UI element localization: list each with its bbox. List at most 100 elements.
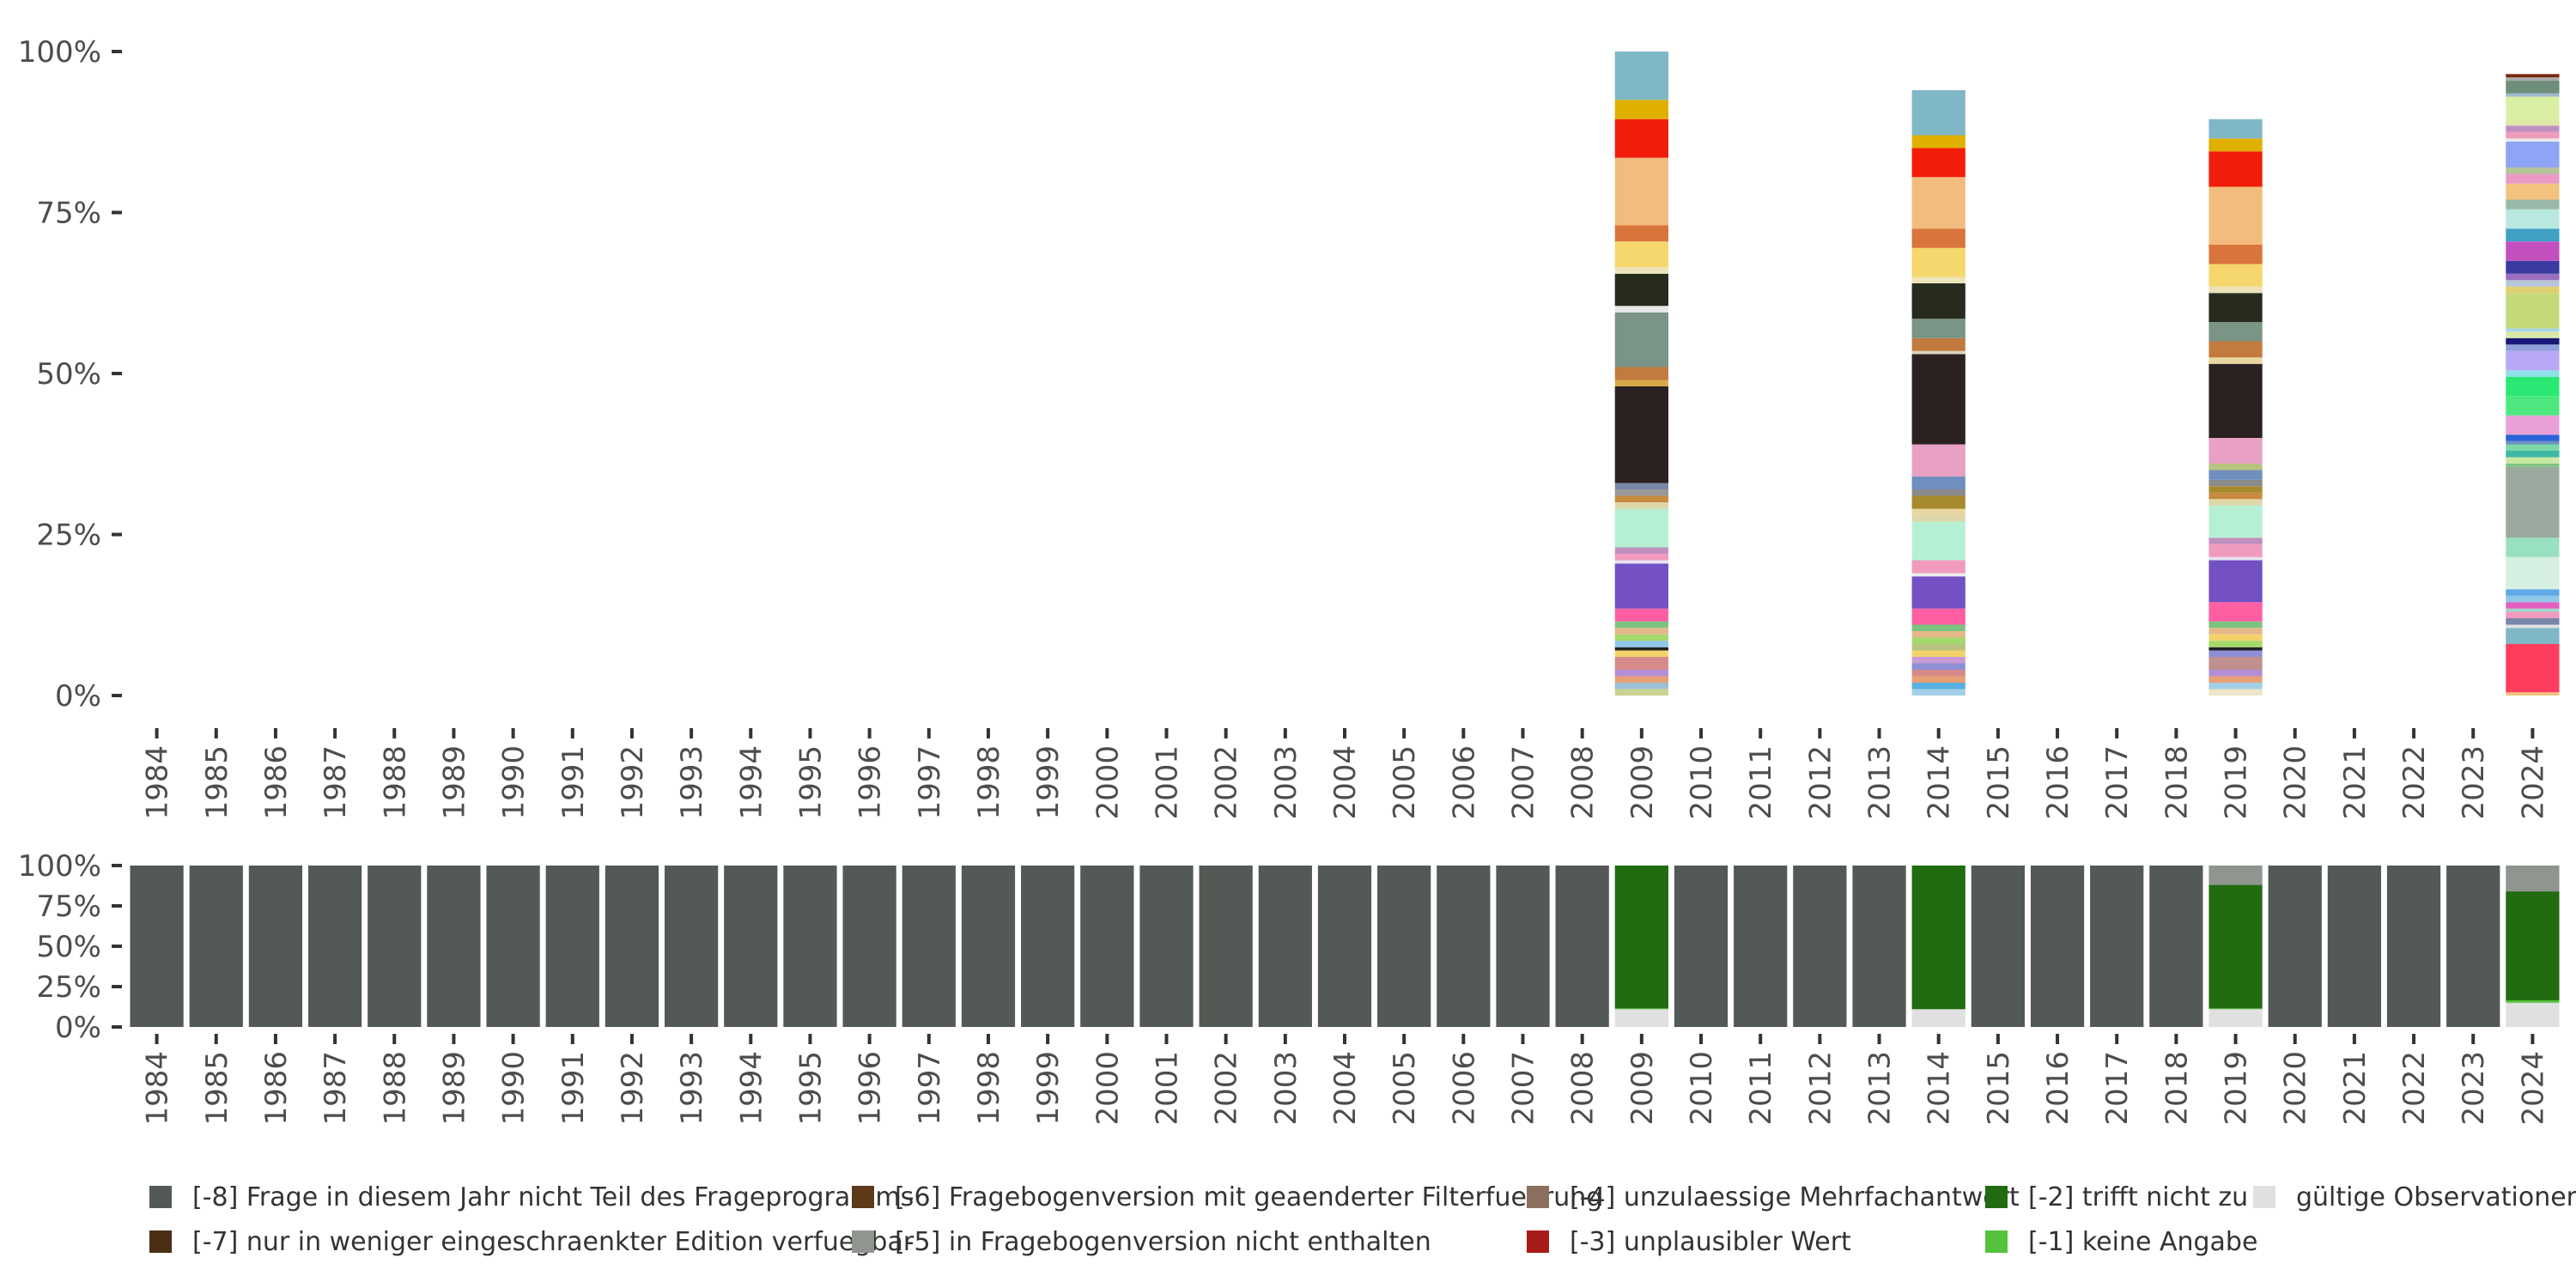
bottom-bar-2005-series-4 — [1377, 866, 1431, 1027]
top-x-tick-label: 2023 — [2457, 745, 2491, 820]
top-bar-segment-2009-3 — [1614, 670, 1668, 677]
bottom-bar-2003-series-4 — [1258, 866, 1312, 1027]
top-y-tick-label: 25% — [36, 519, 101, 553]
bottom-x-tick-label: 2009 — [1625, 1051, 1660, 1126]
top-x-tick-label: 2000 — [1091, 745, 1125, 820]
top-bar-segment-2024-11 — [2506, 538, 2560, 557]
top-x-tick-label: 1986 — [259, 745, 294, 820]
top-x-tick-label: 2003 — [1269, 745, 1303, 820]
bottom-bar-2009-series-0 — [1614, 1009, 1668, 1027]
top-bar-segment-2014-0 — [1911, 689, 1965, 696]
top-bar-segment-2024-32 — [2506, 260, 2560, 274]
top-bar-segment-2014-1 — [1911, 683, 1965, 690]
top-bar-segment-2024-30 — [2506, 280, 2560, 287]
legend-swatch — [852, 1230, 874, 1253]
bottom-x-tick-label: 1985 — [200, 1051, 234, 1126]
top-bar-segment-2019-20 — [2208, 479, 2263, 487]
top-bar-segment-2019-29 — [2208, 286, 2263, 294]
top-bar-segment-2014-8 — [1911, 637, 1965, 644]
top-bar-segment-2019-24 — [2208, 363, 2263, 438]
top-bar-segment-2009-9 — [1614, 628, 1668, 635]
top-bar-segment-2024-24 — [2506, 344, 2560, 351]
legend-swatch — [852, 1186, 874, 1208]
bottom-x-tick-label: 1996 — [854, 1051, 888, 1126]
top-bar-segment-2024-34 — [2506, 228, 2560, 242]
top-bar-segment-2009-29 — [1614, 225, 1668, 242]
top-bar-segment-2019-30 — [2208, 264, 2263, 287]
top-x-tick-label: 1992 — [616, 745, 650, 820]
top-bar-segment-2014-24 — [1911, 337, 1965, 351]
top-bar-segment-2019-13 — [2208, 556, 2263, 561]
top-x-tick-label: 1996 — [854, 745, 888, 820]
legend-label: [-7] nur in weniger eingeschraenkter Edi… — [192, 1227, 914, 1257]
bottom-bar-2015-series-4 — [1971, 866, 2026, 1027]
top-x-tick-label: 2011 — [1744, 745, 1778, 820]
bottom-bar-2011-series-4 — [1734, 866, 1788, 1027]
top-x-tick-label: 1990 — [497, 745, 532, 820]
bottom-x-tick-label: 1984 — [141, 1051, 175, 1126]
bottom-x-tick-label: 2011 — [1744, 1051, 1778, 1126]
top-bar-segment-2024-0 — [2506, 692, 2560, 696]
top-bar-segment-2019-11 — [2208, 602, 2263, 622]
top-bar-segment-2009-31 — [1614, 118, 1668, 158]
bottom-bar-1994-series-4 — [724, 866, 778, 1027]
top-bar-segment-2019-6 — [2208, 647, 2263, 651]
legend-label: [-2] trifft nicht zu — [2028, 1182, 2248, 1212]
top-bar-segment-2024-3 — [2506, 624, 2560, 629]
bottom-x-tick-label: 2014 — [1923, 1051, 1957, 1126]
top-bar-segment-2009-25 — [1614, 306, 1668, 313]
top-bar-segment-2024-7 — [2506, 602, 2560, 609]
top-x-tick-label: 2006 — [1447, 745, 1481, 820]
top-bar-segment-2024-1 — [2506, 644, 2560, 693]
top-bar-segment-2009-23 — [1614, 367, 1668, 380]
bottom-x-tick-label: 2006 — [1447, 1051, 1481, 1126]
bottom-x-tick-label: 2020 — [2279, 1051, 2313, 1126]
top-bar-segment-2024-33 — [2506, 241, 2560, 261]
bottom-bar-2010-series-4 — [1674, 866, 1728, 1027]
bottom-x-tick-label: 2002 — [1210, 1051, 1244, 1126]
top-bar-segment-2014-33 — [1911, 90, 1965, 136]
bottom-x-tick-label: 1990 — [497, 1051, 532, 1126]
top-bar-segment-2019-14 — [2208, 544, 2263, 557]
top-bar-segment-2019-21 — [2208, 470, 2263, 480]
top-bar-segment-2024-48 — [2506, 77, 2560, 81]
legend-label: [-3] unplausibler Wert — [1570, 1227, 1851, 1257]
top-bar-segment-2019-32 — [2208, 186, 2263, 245]
bottom-bar-1986-series-4 — [248, 866, 303, 1027]
top-bar-segment-2009-17 — [1614, 502, 1668, 509]
top-bar-segment-2014-32 — [1911, 135, 1965, 149]
top-bar-segment-2009-4 — [1614, 657, 1668, 670]
top-bar-segment-2024-44 — [2506, 118, 2560, 126]
top-bar-segment-2014-23 — [1911, 350, 1965, 355]
bottom-x-tick-label: 1999 — [1031, 1051, 1066, 1126]
top-bar-segment-2024-36 — [2506, 199, 2560, 210]
top-x-tick-label: 1987 — [319, 745, 353, 820]
top-bar-segment-2014-13 — [1911, 573, 1965, 577]
top-x-tick-label: 2014 — [1923, 745, 1957, 820]
bottom-y-tick-label: 25% — [36, 970, 101, 1005]
bottom-x-tick-label: 1989 — [437, 1051, 471, 1126]
top-bar-segment-2014-9 — [1911, 631, 1965, 638]
bottom-x-tick-label: 1992 — [616, 1051, 650, 1126]
bottom-x-tick-label: 2010 — [1685, 1051, 1719, 1126]
bottom-bar-1990-series-4 — [486, 866, 540, 1027]
top-bar-segment-2019-3 — [2208, 670, 2263, 677]
legend-label: gültige Observationen — [2296, 1182, 2576, 1212]
top-bar-segment-2014-10 — [1911, 624, 1965, 631]
top-bar-segment-2024-35 — [2506, 209, 2560, 229]
bottom-x-tick-label: 2018 — [2160, 1051, 2194, 1126]
top-bar-segment-2019-25 — [2208, 357, 2263, 364]
bottom-bar-2018-series-4 — [2149, 866, 2203, 1027]
top-bar-segment-2024-26 — [2506, 331, 2560, 338]
top-bar-segment-2019-5 — [2208, 650, 2263, 657]
top-bar-segment-2024-19 — [2506, 415, 2560, 435]
bottom-x-tick-label: 2005 — [1388, 1051, 1422, 1126]
bottom-x-tick-label: 1987 — [319, 1051, 353, 1126]
top-bar-segment-2009-21 — [1614, 386, 1668, 483]
top-bar-segment-2019-33 — [2208, 151, 2263, 187]
top-bar-segment-2024-22 — [2506, 370, 2560, 377]
top-bar-segment-2024-49 — [2506, 74, 2560, 77]
top-bar-segment-2024-12 — [2506, 466, 2560, 538]
top-bar-segment-2019-2 — [2208, 676, 2263, 683]
top-bar-segment-2014-22 — [1911, 354, 1965, 445]
